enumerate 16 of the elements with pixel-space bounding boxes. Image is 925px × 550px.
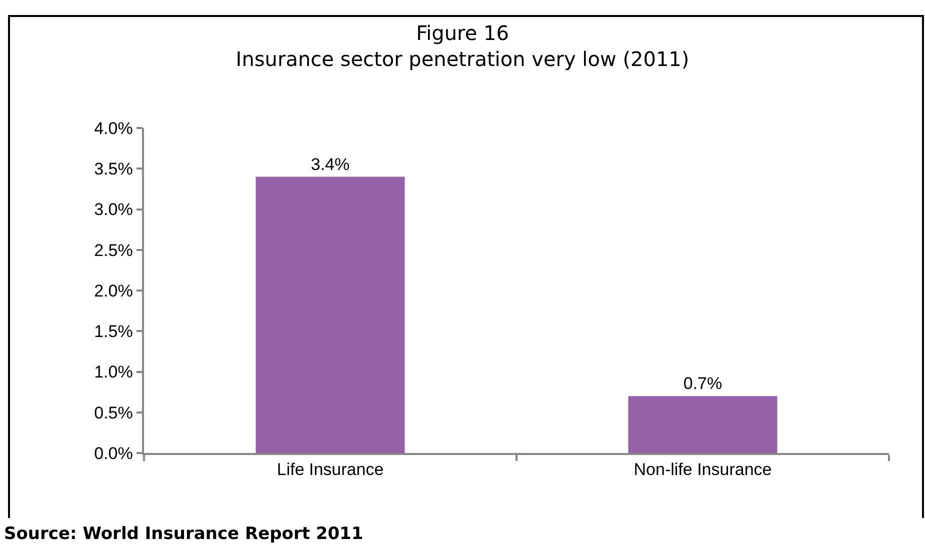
source-note: Source: World Insurance Report 2011 [4, 524, 364, 544]
data-label: 0.7% [683, 374, 722, 394]
y-tick-label: 3.5% [94, 160, 133, 179]
y-tick-label: 1.0% [94, 362, 133, 382]
y-tick-label: 0.0% [94, 444, 133, 463]
data-label: 3.4% [310, 154, 350, 174]
y-tick-label: 2.5% [94, 240, 133, 260]
y-tick-label: 4.0% [94, 118, 133, 138]
chart-subtitle: Insurance sector penetration very low (2011) [236, 47, 690, 71]
x-tick-label: Non-life Insurance [634, 460, 772, 480]
x-tick-label: Life Insurance [276, 460, 384, 480]
y-tick-label: 0.5% [94, 403, 133, 422]
y-tick-label: 3.0% [94, 200, 133, 220]
chart-title: Figure 16 [416, 21, 509, 45]
y-tick-label: 1.5% [94, 322, 133, 342]
y-tick-label: 2.0% [94, 281, 133, 300]
